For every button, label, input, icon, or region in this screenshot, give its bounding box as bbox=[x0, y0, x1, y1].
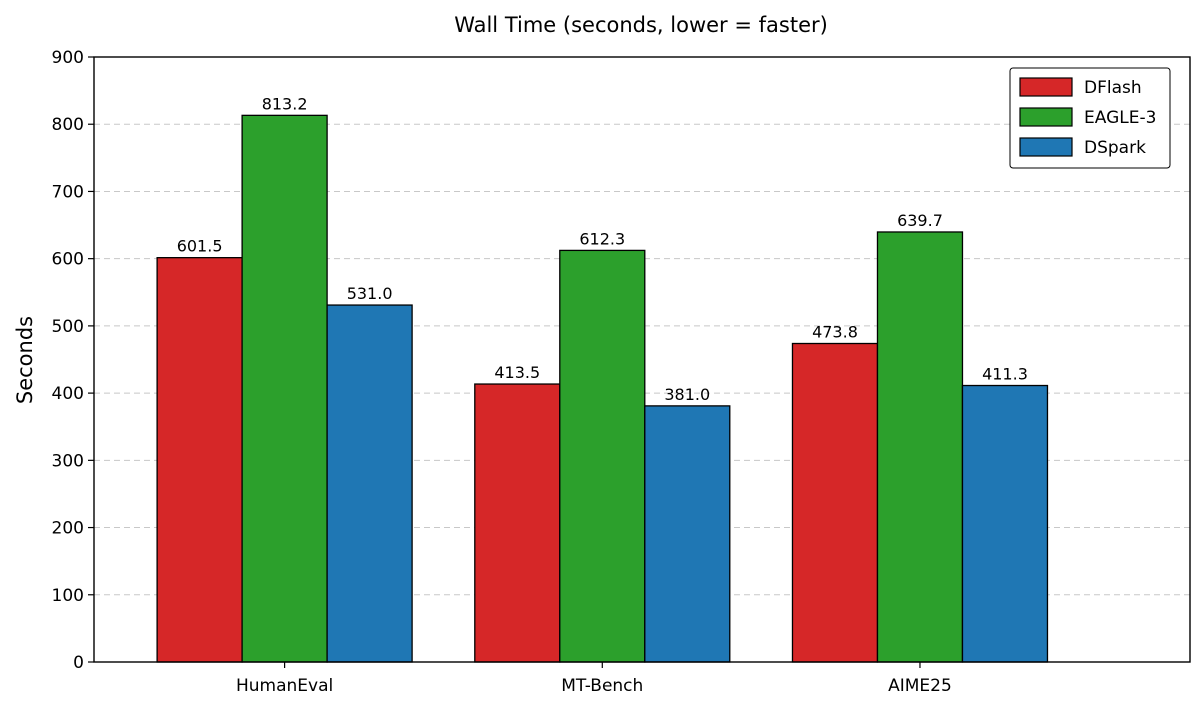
legend-label: EAGLE-3 bbox=[1084, 108, 1156, 128]
x-tick-label: AIME25 bbox=[888, 676, 952, 696]
bars bbox=[156, 114, 1049, 663]
y-tick-label: 500 bbox=[52, 317, 84, 337]
bar-eagle-3-aime25 bbox=[876, 231, 964, 663]
legend-label: DFlash bbox=[1084, 78, 1142, 98]
x-tick-label: HumanEval bbox=[236, 676, 333, 696]
y-tick-label: 200 bbox=[52, 519, 84, 539]
bar-dflash-mt-bench bbox=[474, 383, 561, 663]
bar-eagle-3-mt-bench bbox=[559, 249, 646, 663]
data-label: 381.0 bbox=[664, 385, 710, 404]
bar-dspark-mt-bench bbox=[644, 405, 731, 663]
y-tick-label: 700 bbox=[52, 182, 84, 202]
y-tick-label: 0 bbox=[73, 653, 84, 673]
y-tick-label: 400 bbox=[52, 384, 84, 404]
chart-title: Wall Time (seconds, lower = faster) bbox=[454, 13, 828, 37]
data-label: 601.5 bbox=[177, 237, 223, 256]
y-axis-title: Seconds bbox=[13, 316, 37, 404]
y-tick-label: 300 bbox=[52, 451, 84, 471]
data-label: 531.0 bbox=[347, 284, 393, 303]
bar-dspark-humaneval bbox=[326, 304, 413, 663]
y-tick-label: 800 bbox=[52, 115, 84, 135]
data-label: 813.2 bbox=[262, 94, 308, 113]
plot-area-frame bbox=[93, 56, 1191, 663]
y-axis: 0 100 200 300 400 500 600 700 800 900 bbox=[52, 48, 94, 673]
legend-swatch-dflash bbox=[1019, 77, 1073, 97]
y-tick-label: 900 bbox=[52, 48, 84, 68]
data-label: 413.5 bbox=[494, 363, 540, 382]
y-tick-label: 100 bbox=[52, 586, 84, 606]
x-axis: HumanEval MT-Bench AIME25 bbox=[236, 662, 952, 696]
data-label: 411.3 bbox=[982, 365, 1028, 384]
legend: DFlash EAGLE-3 DSpark bbox=[1009, 67, 1171, 169]
bar-dflash-aime25 bbox=[791, 342, 879, 663]
legend-swatch-eagle-3 bbox=[1019, 107, 1073, 127]
data-label: 639.7 bbox=[897, 211, 943, 230]
legend-swatch-dspark bbox=[1019, 137, 1073, 157]
data-label: 612.3 bbox=[579, 229, 625, 248]
data-label: 473.8 bbox=[812, 323, 858, 342]
y-tick-label: 600 bbox=[52, 250, 84, 270]
bar-eagle-3-humaneval bbox=[241, 114, 328, 663]
bar-dflash-humaneval bbox=[156, 257, 243, 663]
bar-dspark-aime25 bbox=[961, 384, 1049, 663]
legend-label: DSpark bbox=[1084, 138, 1146, 158]
x-tick-label: MT-Bench bbox=[561, 676, 643, 696]
data-labels: 601.5 813.2 531.0 413.5 612.3 381.0 473.8 639.7… bbox=[177, 94, 1028, 404]
